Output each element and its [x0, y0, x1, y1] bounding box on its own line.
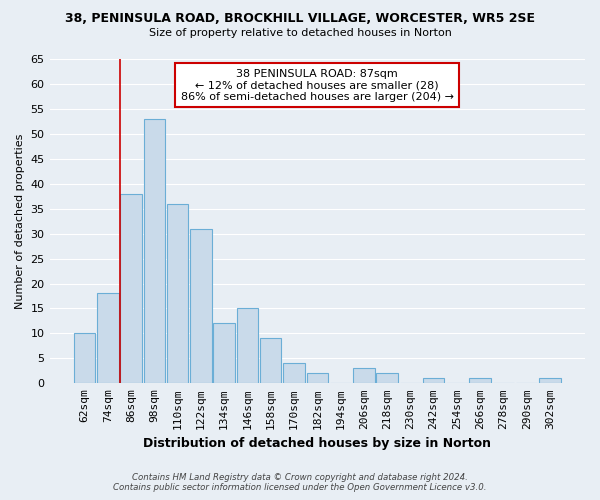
- Text: 38 PENINSULA ROAD: 87sqm
← 12% of detached houses are smaller (28)
86% of semi-d: 38 PENINSULA ROAD: 87sqm ← 12% of detach…: [181, 68, 454, 102]
- Bar: [143, 119, 165, 384]
- Bar: [121, 194, 142, 384]
- Bar: [260, 338, 281, 384]
- Y-axis label: Number of detached properties: Number of detached properties: [15, 134, 25, 309]
- Bar: [97, 294, 119, 384]
- Bar: [539, 378, 560, 384]
- Text: Size of property relative to detached houses in Norton: Size of property relative to detached ho…: [149, 28, 451, 38]
- Bar: [307, 374, 328, 384]
- Bar: [237, 308, 258, 384]
- Text: Contains HM Land Registry data © Crown copyright and database right 2024.
Contai: Contains HM Land Registry data © Crown c…: [113, 473, 487, 492]
- Text: 38, PENINSULA ROAD, BROCKHILL VILLAGE, WORCESTER, WR5 2SE: 38, PENINSULA ROAD, BROCKHILL VILLAGE, W…: [65, 12, 535, 26]
- Bar: [214, 324, 235, 384]
- Bar: [167, 204, 188, 384]
- Bar: [353, 368, 374, 384]
- Bar: [469, 378, 491, 384]
- Bar: [376, 374, 398, 384]
- Bar: [423, 378, 445, 384]
- X-axis label: Distribution of detached houses by size in Norton: Distribution of detached houses by size …: [143, 437, 491, 450]
- Bar: [283, 364, 305, 384]
- Bar: [190, 228, 212, 384]
- Bar: [74, 334, 95, 384]
